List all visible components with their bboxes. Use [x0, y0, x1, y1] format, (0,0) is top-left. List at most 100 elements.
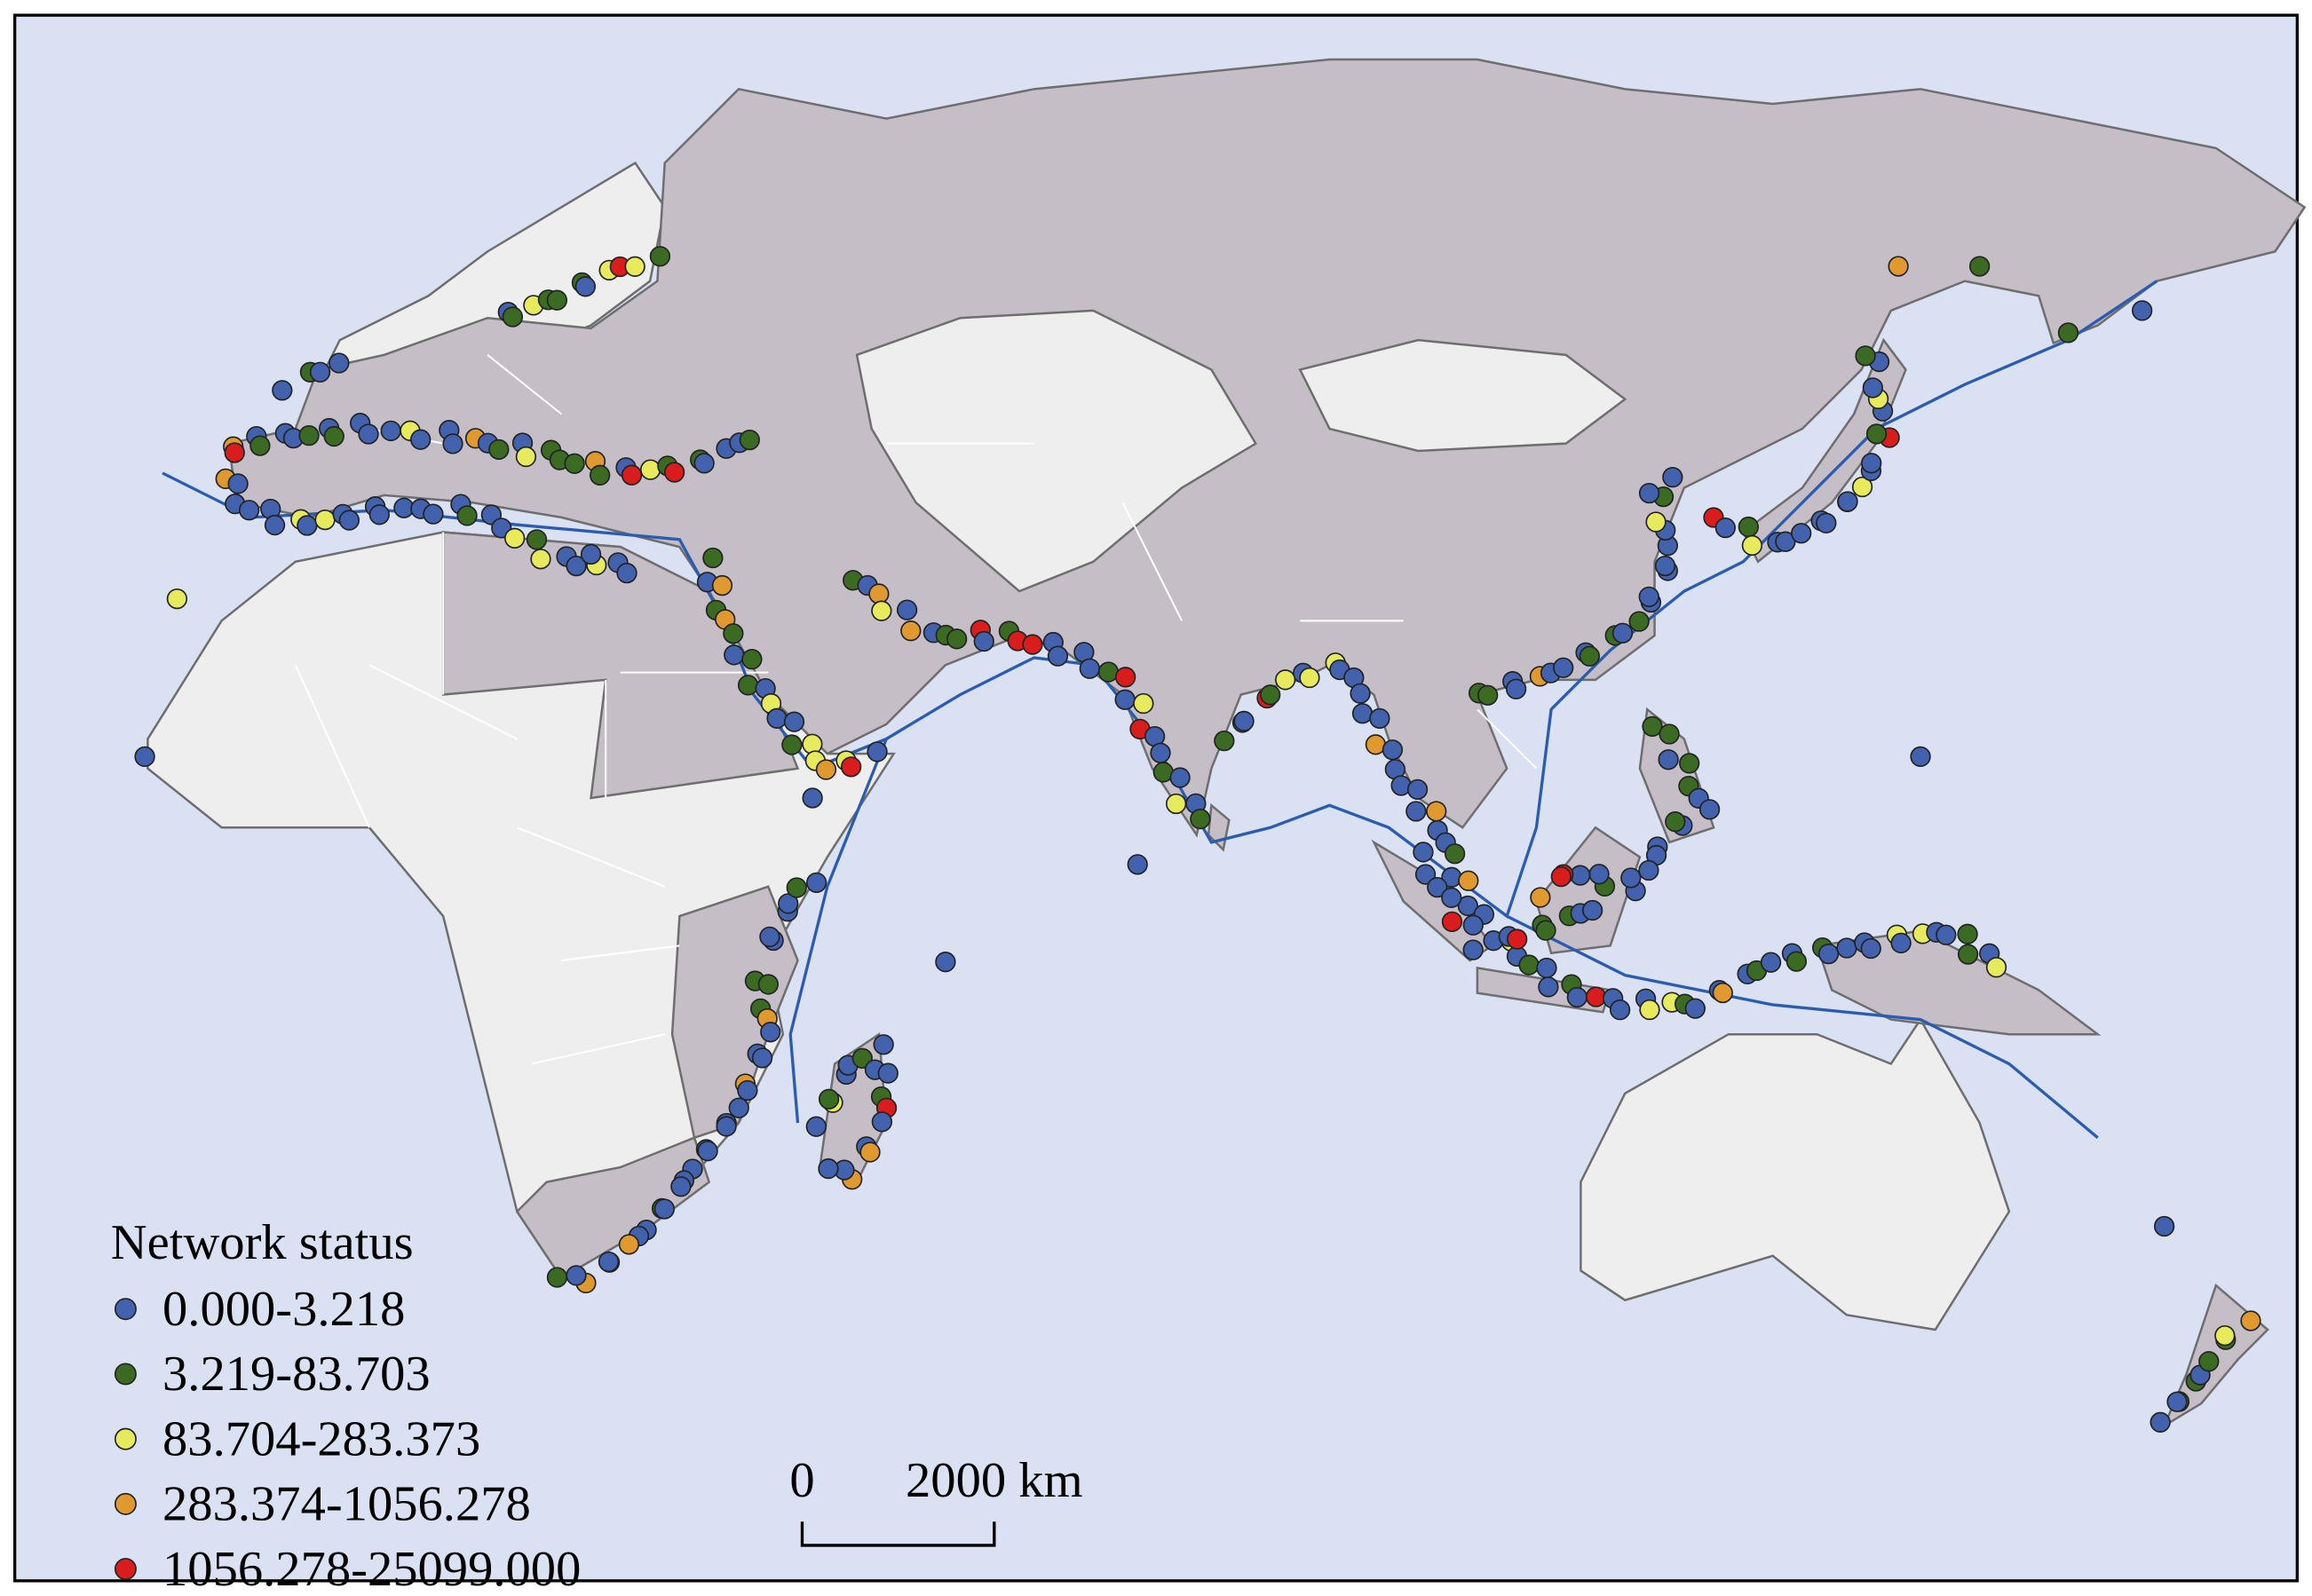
port [1047, 645, 1069, 667]
shipping-route [788, 738, 888, 1124]
port [1444, 843, 1466, 865]
port [868, 583, 890, 604]
port [805, 872, 827, 893]
port [2150, 1411, 2171, 1433]
port [249, 435, 271, 456]
port [781, 734, 803, 755]
borders [294, 354, 1538, 1065]
port [818, 1088, 840, 1110]
port [1910, 746, 1931, 768]
port [1785, 951, 1808, 972]
port [783, 711, 805, 732]
port [1659, 723, 1680, 745]
port [1536, 957, 1557, 979]
port [867, 741, 888, 762]
port [323, 425, 344, 447]
port [728, 1097, 749, 1118]
port [580, 543, 602, 565]
port [338, 510, 360, 531]
central-asia [855, 309, 1258, 593]
port [697, 1140, 718, 1162]
port [1114, 667, 1136, 688]
port [1861, 453, 1882, 474]
port [1862, 377, 1883, 399]
port [1538, 976, 1559, 998]
port [1639, 999, 1660, 1021]
port [649, 246, 671, 267]
port [1698, 799, 1721, 820]
port [1581, 899, 1603, 921]
legend-title: Network status [111, 1215, 414, 1270]
port [526, 529, 548, 550]
port [410, 429, 432, 450]
port [1566, 986, 1588, 1008]
port [309, 361, 331, 383]
port [442, 433, 463, 454]
scale-end: 2000 km [906, 1453, 1083, 1508]
port [702, 547, 724, 569]
port [1114, 689, 1136, 710]
port [488, 439, 510, 460]
scale-start: 0 [789, 1453, 814, 1508]
scale-bar: 0 2000 km [789, 1453, 1083, 1547]
port [739, 429, 760, 451]
port [598, 1251, 620, 1273]
legend-marker [114, 1492, 137, 1515]
port [1957, 923, 1978, 944]
port [1712, 982, 1733, 1004]
port [272, 380, 293, 401]
port [1426, 801, 1447, 822]
port [871, 1111, 893, 1133]
port [778, 893, 799, 914]
port [1957, 944, 1979, 965]
port [1985, 957, 2007, 978]
port [1638, 586, 1659, 607]
port [1851, 476, 1873, 498]
port [616, 562, 637, 584]
port [1645, 511, 1667, 533]
port [639, 459, 661, 480]
port [741, 648, 763, 670]
port [1462, 939, 1484, 960]
port [368, 504, 390, 525]
port [1350, 683, 1371, 704]
port [871, 600, 892, 621]
port [1550, 865, 1572, 888]
port [693, 453, 715, 474]
port [1165, 793, 1187, 815]
port [2240, 1310, 2261, 1331]
port [314, 509, 336, 531]
port [1836, 937, 1857, 959]
port [1741, 534, 1763, 557]
port [724, 644, 745, 666]
port [859, 1142, 881, 1163]
port [873, 1034, 894, 1055]
land [146, 58, 2307, 1429]
port [502, 306, 524, 328]
port [1505, 678, 1527, 699]
legend-label: 3.219-83.703 [162, 1347, 431, 1402]
port [737, 675, 759, 696]
port [1190, 809, 1211, 830]
port [298, 424, 320, 446]
australia [1580, 1017, 2011, 1331]
port [1097, 661, 1120, 683]
port [1817, 943, 1840, 965]
port [574, 276, 597, 297]
port [621, 464, 643, 486]
port [2198, 1351, 2220, 1372]
port [737, 1079, 758, 1102]
port [1369, 707, 1390, 730]
port [1775, 531, 1796, 552]
shipping-route [162, 280, 2158, 919]
port [380, 420, 401, 442]
port [2166, 1391, 2188, 1412]
legend: Network status 0.000-3.218 3.219-83.703 83… [111, 1215, 582, 1596]
port [1888, 256, 1909, 277]
port [1658, 749, 1679, 770]
port [760, 1022, 781, 1043]
port [716, 1116, 737, 1137]
port [423, 503, 444, 525]
port [1553, 657, 1574, 678]
legend-marker [114, 1363, 137, 1386]
